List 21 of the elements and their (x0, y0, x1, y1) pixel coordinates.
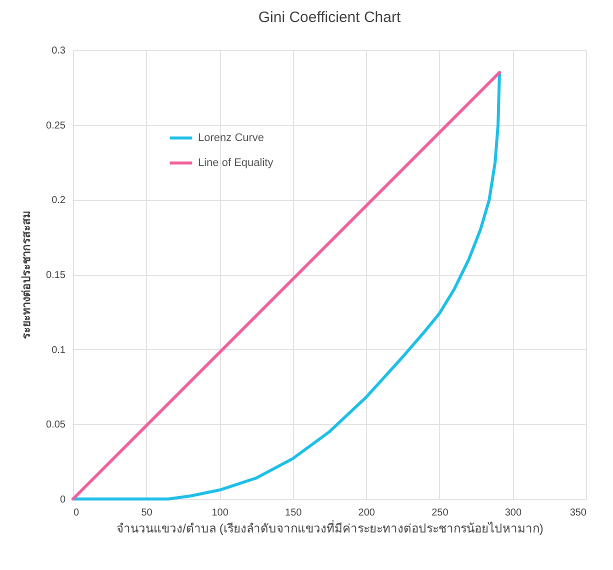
y-axis-title: ระยะทางต่อประชากรสะสม (20, 211, 34, 339)
x-tick-label: 300 (504, 508, 522, 518)
y-tick-label: 0.2 (52, 195, 66, 206)
x-tick-label: 150 (285, 508, 302, 518)
y-tick-label: 0.1 (52, 344, 66, 356)
y-tick-label: 0.3 (52, 46, 66, 56)
y-tick-label: 0.25 (46, 120, 66, 132)
legend-label: Lorenz Curve (198, 132, 264, 144)
x-tick-label: 0 (74, 508, 80, 518)
y-tick-label: 0.15 (46, 270, 66, 281)
x-axis-title: จำนวนแขวง/ตำบล (เรียงลำดับจากแขวงที่มีค่าระยะทางต่อประชากรน้อยไปหามาก) (116, 520, 544, 536)
x-tick-label: 250 (432, 508, 449, 518)
x-tick-label: 100 (212, 508, 229, 518)
y-tick-label: 0 (60, 494, 66, 506)
line-series (72, 70, 502, 500)
x-tick-label: 350 (570, 508, 587, 518)
chart-title: Gini Coefficient Chart (258, 9, 402, 26)
legend-label: Line of Equality (198, 157, 274, 169)
y-tick-label: 0.05 (46, 420, 66, 431)
x-tick-label: 50 (141, 508, 153, 518)
x-tick-label: 200 (358, 508, 376, 518)
